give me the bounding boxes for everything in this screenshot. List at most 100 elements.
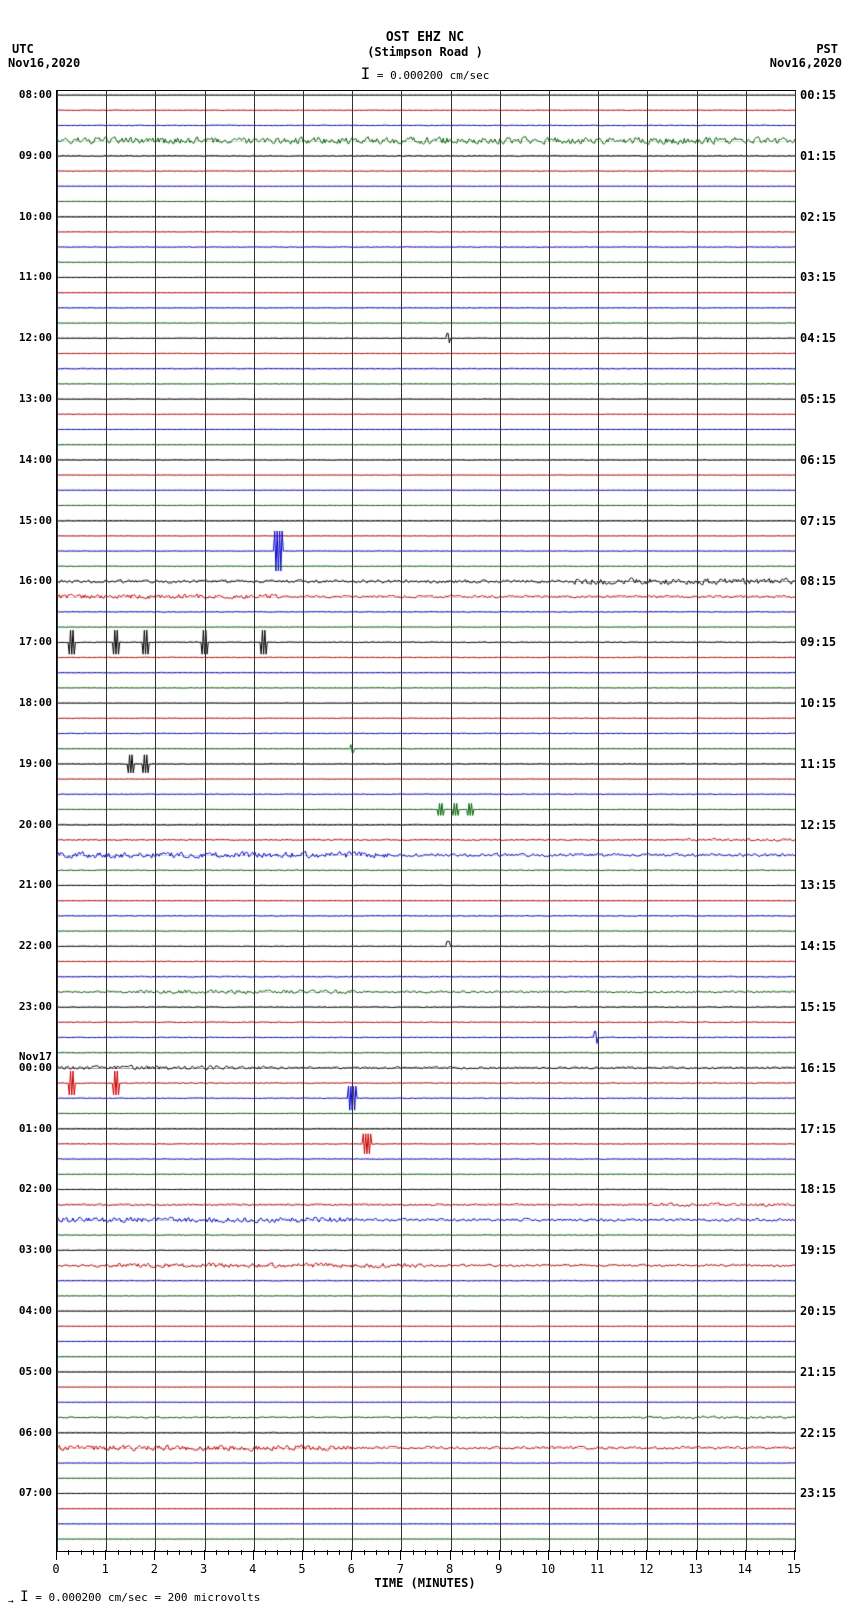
grid-horizontal (57, 612, 795, 613)
utc-time-label: 07:00 (4, 1486, 52, 1499)
x-tick-minor (167, 1550, 168, 1555)
grid-horizontal (57, 232, 795, 233)
grid-horizontal (57, 323, 795, 324)
grid-horizontal (57, 217, 795, 218)
grid-horizontal (57, 581, 795, 582)
station-title: OST EHZ NC (0, 30, 850, 45)
grid-horizontal (57, 186, 795, 187)
x-tick-major (400, 1550, 401, 1560)
utc-time-label: 11:00 (4, 270, 52, 283)
utc-time-label: 03:00 (4, 1243, 52, 1256)
x-tick-label: 2 (151, 1562, 158, 1576)
grid-horizontal (57, 308, 795, 309)
pst-time-label: 12:15 (800, 818, 836, 832)
grid-horizontal (57, 1509, 795, 1510)
grid-horizontal (57, 718, 795, 719)
grid-horizontal (57, 688, 795, 689)
x-tick-minor (474, 1550, 475, 1555)
grid-horizontal (57, 794, 795, 795)
grid-horizontal (57, 1539, 795, 1540)
grid-horizontal (57, 1068, 795, 1069)
pst-time-label: 11:15 (800, 757, 836, 771)
x-tick-minor (671, 1550, 672, 1555)
x-tick-major (154, 1550, 155, 1560)
date-marker: Nov17 (4, 1050, 52, 1063)
grid-horizontal (57, 475, 795, 476)
pst-time-label: 15:15 (800, 1000, 836, 1014)
grid-horizontal (57, 627, 795, 628)
grid-horizontal (57, 931, 795, 932)
pst-time-label: 07:15 (800, 514, 836, 528)
grid-vertical (106, 91, 107, 1551)
pst-time-label: 01:15 (800, 149, 836, 163)
grid-horizontal (57, 1463, 795, 1464)
grid-vertical (451, 91, 452, 1551)
grid-horizontal (57, 1098, 795, 1099)
x-tick-minor (216, 1550, 217, 1555)
grid-horizontal (57, 110, 795, 111)
grid-horizontal (57, 1235, 795, 1236)
pst-time-label: 09:15 (800, 635, 836, 649)
grid-horizontal (57, 338, 795, 339)
grid-horizontal (57, 779, 795, 780)
x-tick-minor (523, 1550, 524, 1555)
x-tick-major (696, 1550, 697, 1560)
x-tick-minor (708, 1550, 709, 1555)
grid-horizontal (57, 201, 795, 202)
pst-time-label: 21:15 (800, 1365, 836, 1379)
grid-horizontal (57, 1250, 795, 1251)
x-tick-major (302, 1550, 303, 1560)
utc-time-label: 12:00 (4, 331, 52, 344)
date-left-label: Nov16,2020 (8, 56, 80, 70)
pst-time-label: 14:15 (800, 939, 836, 953)
x-tick-minor (683, 1550, 684, 1555)
utc-time-label: 21:00 (4, 878, 52, 891)
x-tick-minor (265, 1550, 266, 1555)
x-tick-minor (68, 1550, 69, 1555)
x-tick-major (548, 1550, 549, 1560)
x-tick-major (351, 1550, 352, 1560)
scale-indicator: I = 0.000200 cm/sec (0, 64, 850, 83)
grid-horizontal (57, 961, 795, 962)
pst-time-label: 04:15 (800, 331, 836, 345)
utc-time-label: 13:00 (4, 392, 52, 405)
x-tick-minor (560, 1550, 561, 1555)
pst-time-label: 10:15 (800, 696, 836, 710)
grid-horizontal (57, 247, 795, 248)
grid-horizontal (57, 855, 795, 856)
grid-horizontal (57, 673, 795, 674)
grid-horizontal (57, 156, 795, 157)
grid-horizontal (57, 1433, 795, 1434)
seismogram-container: OST EHZ NC (Stimpson Road ) I = 0.000200… (0, 0, 850, 1613)
grid-horizontal (57, 1159, 795, 1160)
grid-horizontal (57, 1189, 795, 1190)
grid-horizontal (57, 1493, 795, 1494)
pst-time-label: 00:15 (800, 88, 836, 102)
x-tick-label: 3 (200, 1562, 207, 1576)
grid-horizontal (57, 809, 795, 810)
grid-vertical (647, 91, 648, 1551)
grid-horizontal (57, 460, 795, 461)
grid-horizontal (57, 749, 795, 750)
x-tick-minor (659, 1550, 660, 1555)
grid-vertical (254, 91, 255, 1551)
x-tick-minor (487, 1550, 488, 1555)
grid-horizontal (57, 1311, 795, 1312)
footer-text: = 0.000200 cm/sec = 200 microvolts (35, 1591, 260, 1604)
tz-left-label: UTC (12, 42, 34, 56)
x-tick-minor (277, 1550, 278, 1555)
grid-horizontal (57, 277, 795, 278)
grid-horizontal (57, 885, 795, 886)
x-tick-minor (610, 1550, 611, 1555)
x-tick-minor (93, 1550, 94, 1555)
grid-vertical (303, 91, 304, 1551)
grid-horizontal (57, 825, 795, 826)
x-tick-label: 14 (738, 1562, 752, 1576)
utc-time-label: 09:00 (4, 149, 52, 162)
grid-horizontal (57, 597, 795, 598)
x-tick-minor (437, 1550, 438, 1555)
grid-horizontal (57, 445, 795, 446)
utc-time-label: 01:00 (4, 1122, 52, 1135)
x-tick-label: 7 (397, 1562, 404, 1576)
x-tick-minor (425, 1550, 426, 1555)
